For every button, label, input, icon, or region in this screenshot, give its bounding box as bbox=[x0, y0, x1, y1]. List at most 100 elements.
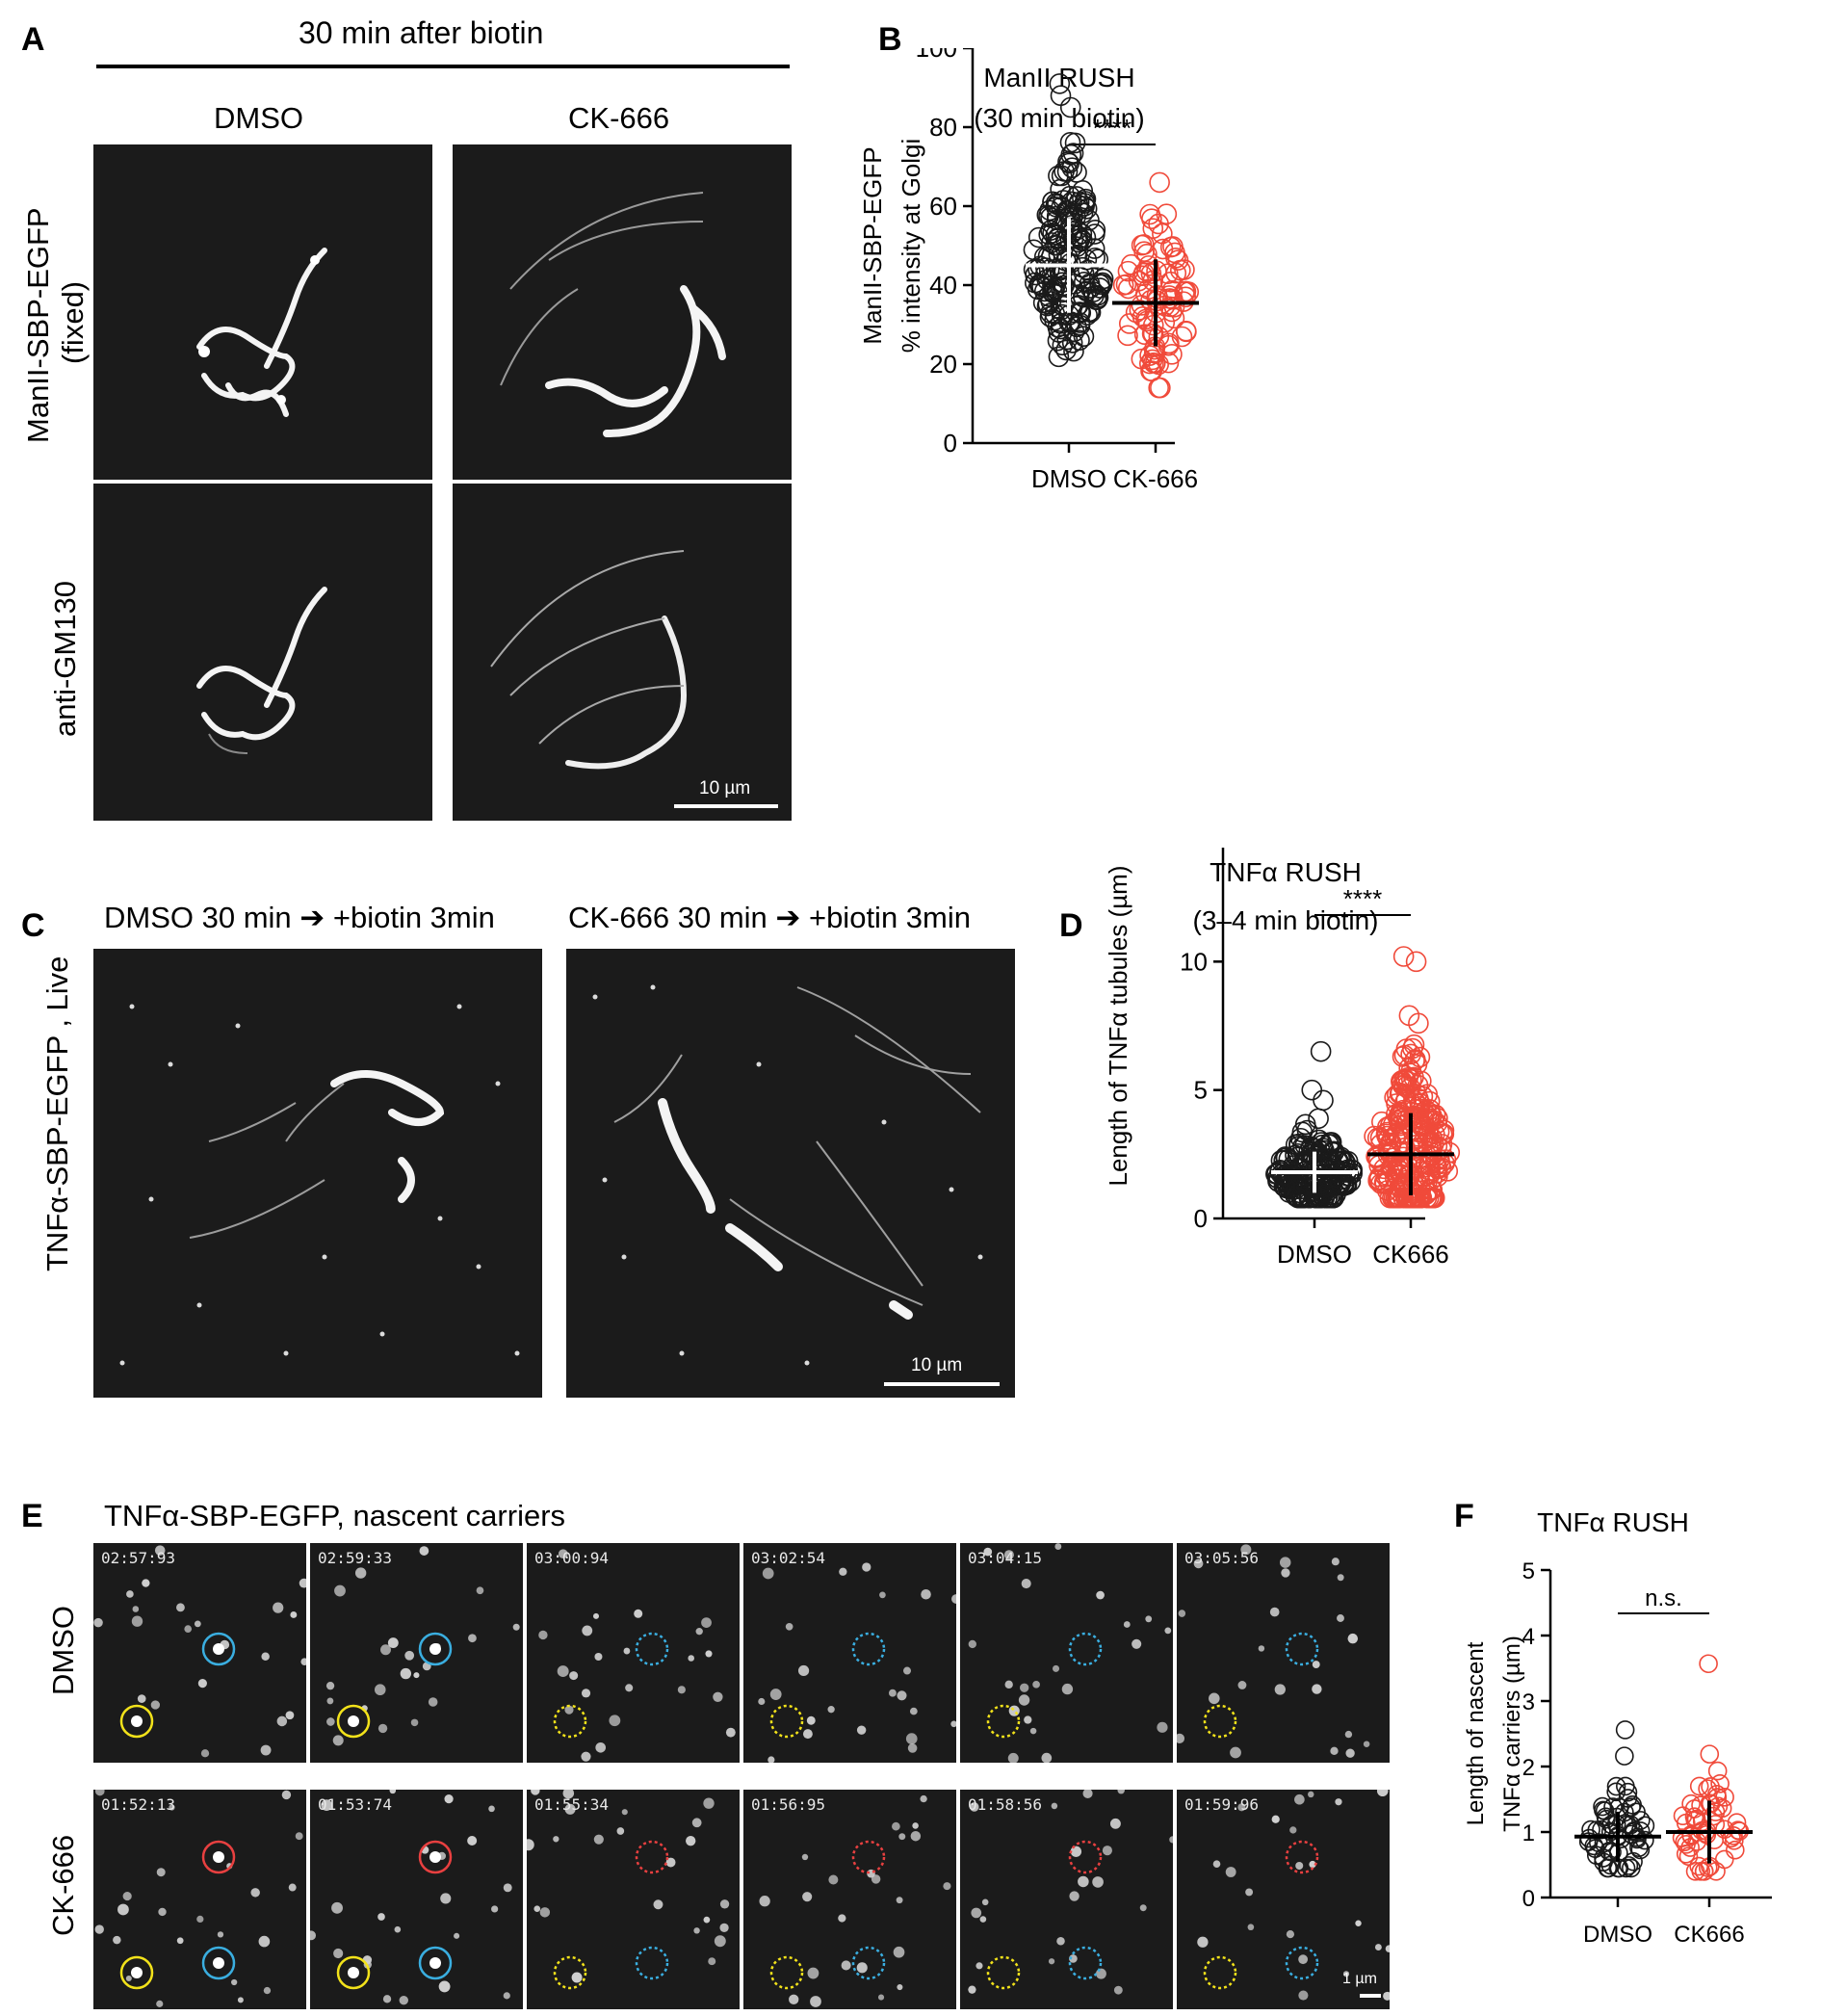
punctum bbox=[325, 1682, 335, 1690]
punctum bbox=[1355, 1920, 1362, 1926]
punctum bbox=[184, 1625, 193, 1634]
punctum bbox=[810, 1996, 821, 2007]
punctum bbox=[413, 1672, 420, 1679]
punctum bbox=[695, 1627, 703, 1636]
punctum bbox=[714, 1935, 726, 1948]
punctum bbox=[531, 1790, 540, 1795]
data-point bbox=[1152, 223, 1173, 245]
data-point bbox=[1606, 1782, 1626, 1802]
data-point bbox=[1058, 152, 1080, 174]
punctum bbox=[762, 1567, 774, 1580]
punctum bbox=[893, 1946, 905, 1958]
punctum bbox=[125, 1975, 132, 1982]
data-point bbox=[1069, 329, 1090, 352]
punctum bbox=[1102, 1846, 1112, 1856]
punctum bbox=[769, 1689, 782, 1700]
tracking-circle bbox=[635, 1840, 669, 1874]
punctum bbox=[1374, 1944, 1382, 1951]
carrier-tile: 01:53:74 bbox=[310, 1790, 523, 2009]
carrier-tile: 03:05:56 bbox=[1177, 1543, 1390, 1763]
punctum bbox=[288, 1883, 297, 1892]
x-tick-label: CK-666 bbox=[1113, 464, 1198, 493]
data-point bbox=[1313, 1089, 1334, 1112]
carrier-punctum bbox=[429, 1643, 441, 1655]
tracking-circle bbox=[336, 1704, 371, 1739]
golgi-signal bbox=[196, 587, 327, 754]
punctum bbox=[1298, 1990, 1309, 2001]
data-point bbox=[1133, 262, 1155, 284]
y-tick-label: 1 bbox=[1522, 1820, 1535, 1846]
punctum bbox=[326, 1717, 335, 1726]
data-point bbox=[1074, 196, 1095, 217]
carrier-tile: 01:55:34 bbox=[527, 1790, 740, 2009]
punctum bbox=[1209, 1692, 1220, 1705]
punctum bbox=[1008, 1705, 1020, 1716]
punctum bbox=[705, 1650, 713, 1658]
punctum bbox=[856, 1725, 867, 1735]
punctum bbox=[841, 1960, 851, 1971]
x-tick-label: DMSO bbox=[1277, 1240, 1352, 1269]
data-point bbox=[1420, 1187, 1442, 1209]
data-point bbox=[1133, 234, 1155, 255]
data-point bbox=[1142, 314, 1164, 336]
data-point bbox=[1630, 1840, 1651, 1860]
data-point bbox=[1611, 1829, 1631, 1848]
tracking-circle bbox=[1203, 1704, 1237, 1739]
punctum bbox=[1269, 1607, 1280, 1617]
punctum bbox=[562, 1790, 575, 1799]
punctum bbox=[719, 1899, 730, 1909]
data-point bbox=[1409, 1187, 1430, 1209]
data-point bbox=[1400, 1069, 1422, 1090]
punctum bbox=[569, 1671, 579, 1681]
punctum bbox=[1230, 1746, 1241, 1759]
data-point bbox=[1426, 1113, 1447, 1135]
punctum bbox=[806, 1715, 816, 1725]
puncta bbox=[592, 984, 983, 1366]
y-tick-label: 0 bbox=[1194, 1204, 1208, 1233]
punctum bbox=[877, 1994, 885, 2001]
carrier-tile: 01:58:56 bbox=[960, 1790, 1173, 2009]
carrier-punctum bbox=[213, 1957, 224, 1969]
punctum bbox=[1271, 1815, 1280, 1823]
punctum bbox=[1092, 1876, 1104, 1888]
data-point bbox=[1383, 1113, 1404, 1136]
punctum bbox=[374, 1684, 386, 1696]
punctum bbox=[871, 1874, 881, 1884]
carrier-punctum bbox=[429, 1957, 441, 1969]
punctum bbox=[976, 1962, 983, 1970]
punctum bbox=[1335, 1798, 1342, 1806]
punctum bbox=[150, 1700, 161, 1710]
punctum bbox=[1164, 1627, 1172, 1635]
punctum bbox=[1193, 1558, 1204, 1569]
punctum bbox=[1312, 1684, 1322, 1694]
scalebar-a bbox=[674, 804, 778, 808]
punctum bbox=[856, 1962, 868, 1974]
punctum bbox=[557, 1665, 569, 1678]
punctum bbox=[285, 1711, 295, 1720]
data-point bbox=[1148, 377, 1169, 399]
data-point bbox=[1407, 1074, 1429, 1096]
punctum bbox=[1345, 1748, 1355, 1758]
punctum bbox=[250, 1888, 260, 1898]
chart-b: ManII RUSH (30 min biotin) ManII-SBP-EGFP%… bbox=[847, 34, 1387, 665]
data-point bbox=[1615, 1720, 1635, 1740]
punctum bbox=[258, 1935, 271, 1948]
data-point bbox=[1697, 1824, 1717, 1845]
punctum bbox=[1069, 1891, 1080, 1901]
punctum bbox=[592, 1612, 600, 1619]
data-point bbox=[1403, 1108, 1424, 1130]
punctum bbox=[828, 1874, 839, 1885]
tile-signal bbox=[968, 1543, 1172, 1763]
punctum bbox=[175, 1603, 185, 1612]
data-point bbox=[1707, 1761, 1728, 1781]
punctum bbox=[691, 1818, 702, 1828]
panel-c-col-ck666: CK-666 30 min ➔ +biotin 3min bbox=[568, 901, 971, 934]
punctum bbox=[410, 1718, 419, 1727]
y-tick-label: 0 bbox=[944, 429, 957, 458]
data-point bbox=[1714, 1849, 1734, 1870]
punctum bbox=[132, 1606, 140, 1612]
tnfa-live-signal bbox=[119, 1004, 520, 1366]
scalebar-c bbox=[884, 1382, 1000, 1386]
data-point bbox=[1408, 1087, 1429, 1110]
punctum bbox=[703, 1797, 715, 1809]
